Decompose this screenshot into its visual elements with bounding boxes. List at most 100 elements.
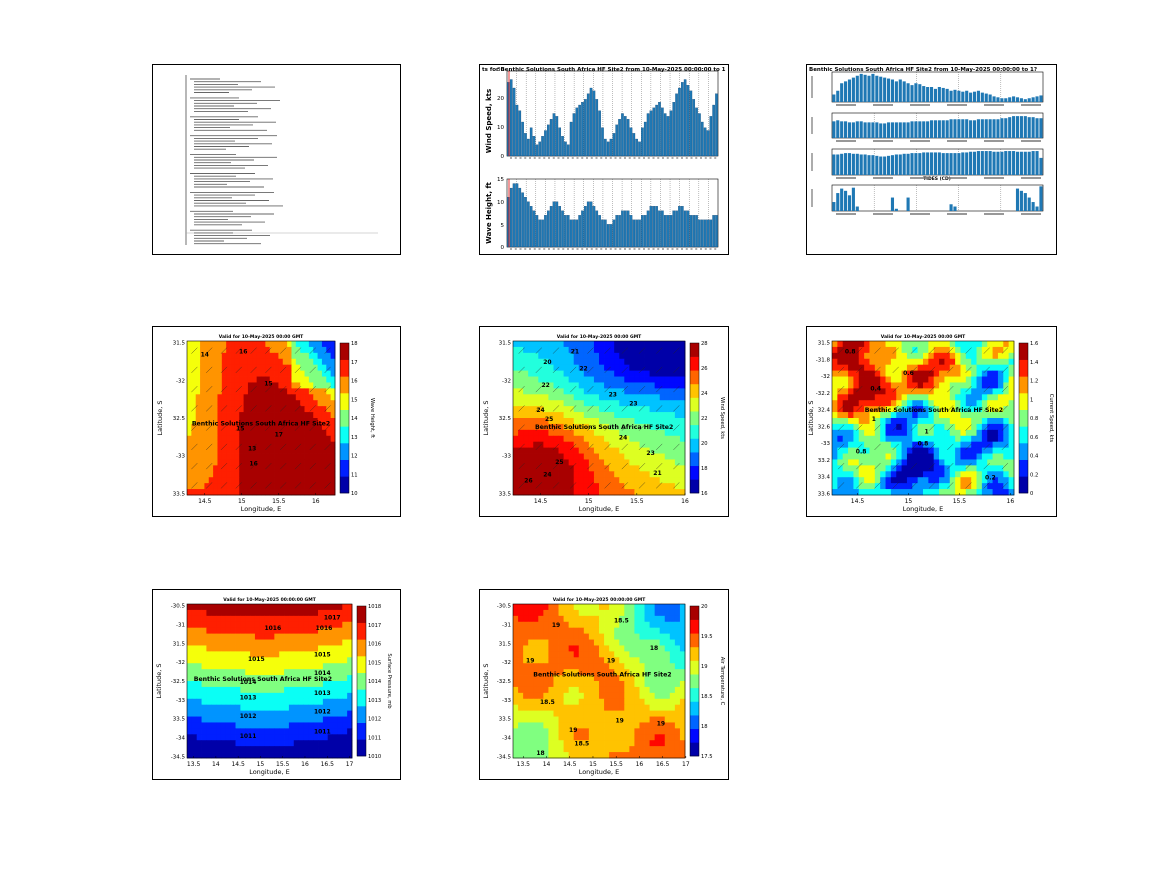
wind-speed-map-thumbnail[interactable]: Valid for 10-May-2025 00:00 GMT Benthic S… [479, 326, 729, 517]
current-bar [953, 153, 957, 175]
contour-cell [213, 435, 218, 443]
contour-cell [614, 441, 620, 449]
contour-cell [1003, 423, 1010, 431]
contour-cell [321, 429, 327, 437]
wave-height-map-thumbnail[interactable]: Valid for 10-May-2025 00:00 GMT Benthic S… [152, 326, 401, 517]
contour-cell [327, 675, 333, 682]
contour-cell [243, 459, 249, 466]
contour-cell [669, 453, 676, 460]
contour-cell [634, 429, 640, 437]
vector-arrow [235, 366, 242, 374]
contour-cell [896, 418, 902, 425]
contour-cell [254, 710, 261, 717]
contour-cell [221, 435, 227, 443]
contour-cell [858, 423, 865, 431]
contour-cell [252, 406, 258, 413]
contour-cell [538, 435, 544, 443]
contour-cell [308, 675, 314, 682]
current-timeseries-thumbnail[interactable]: Benthic Solutions South Africa HF Site2 … [806, 64, 1057, 255]
current-bar [844, 81, 848, 102]
contour-cell [187, 633, 193, 640]
air-temp-map-thumbnail[interactable]: Valid for 10-May-2025 00:00:00 GMT Benthi… [479, 589, 729, 780]
contour-cell [558, 657, 564, 664]
contour-cell [558, 471, 564, 478]
wave-bar [604, 219, 607, 248]
contour-cell [304, 418, 310, 425]
contour-cell [191, 740, 198, 747]
contour-cell [204, 370, 210, 377]
contour-cell [939, 358, 945, 366]
contour-cell [568, 406, 575, 413]
vector-arrow [552, 366, 560, 374]
vector-arrow [638, 462, 646, 470]
contour-cell [842, 459, 849, 466]
contour-cell [235, 722, 241, 729]
contour-cell [327, 621, 333, 629]
contour-cell [649, 639, 656, 646]
contour-cell [971, 412, 977, 419]
contour-cell [553, 418, 559, 425]
contour-cell [269, 394, 275, 401]
contour-cell [864, 435, 870, 443]
contour-cell [928, 465, 935, 472]
contour-cell [250, 692, 256, 700]
contour-cell [284, 657, 290, 664]
contour-cell [933, 441, 940, 449]
vector-arrow [910, 462, 918, 470]
current-speed-map-thumbnail[interactable]: Valid for 10-May-2025 00:00 GMT Benthic S… [806, 326, 1057, 517]
contour-cell [528, 358, 534, 366]
contour-cell [326, 459, 332, 466]
contour-cell [216, 615, 222, 623]
contour-cell [949, 364, 956, 372]
contour-cell [578, 394, 585, 401]
contour-cell [191, 704, 198, 712]
contour-cell [208, 471, 214, 478]
contour-cell [240, 669, 246, 676]
contour-cell [187, 686, 193, 694]
contour-cell [226, 341, 231, 348]
contour-cell [303, 710, 309, 717]
wind-bar [535, 144, 539, 157]
contour-cell [206, 615, 212, 623]
contour-cell [553, 406, 559, 413]
contour-cell [981, 394, 988, 401]
contour-cell [291, 382, 297, 389]
vector-arrow [947, 462, 954, 470]
contour-cell [649, 621, 656, 629]
contour-cell [1008, 412, 1015, 419]
contour-cell [217, 382, 223, 389]
contour-cell [976, 406, 983, 413]
contour-cell [939, 447, 945, 454]
contour-cell [644, 412, 650, 419]
current-bar [941, 153, 945, 175]
contour-cell [321, 400, 327, 407]
report-thumbnail[interactable] [152, 64, 401, 255]
contour-cell [912, 441, 919, 449]
contour-cell [885, 453, 892, 460]
vector-arrow [235, 482, 242, 489]
contour-cell [874, 400, 881, 407]
contour-cell [634, 465, 640, 472]
contour-cell [191, 710, 198, 717]
contour-cell [221, 459, 227, 466]
contour-cell [669, 447, 676, 454]
current-bar [902, 122, 906, 138]
contour-cell [317, 400, 323, 407]
contour-cell [659, 651, 666, 658]
current-bar [965, 119, 969, 138]
contour-cell [669, 388, 676, 395]
contour-cell [330, 412, 336, 419]
contour-cell [939, 376, 945, 383]
pressure-map-thumbnail[interactable]: Valid for 10-May-2025 00:00:00 GMT Benthi… [152, 589, 401, 780]
site-label: Benthic Solutions South Africa HF Site2 [194, 676, 332, 683]
contour-cell [609, 651, 615, 658]
contour-cell [220, 686, 227, 694]
contour-cell [250, 698, 256, 706]
contour-cell [513, 657, 519, 664]
contour-cell [619, 627, 625, 635]
vector-arrow [983, 424, 990, 431]
contour-cell [284, 692, 290, 700]
contour-cell [906, 465, 913, 472]
contour-cell [553, 627, 559, 635]
wind-wave-timeseries-thumbnail[interactable]: ts for Benthic Solutions South Africa HF… [479, 64, 729, 255]
